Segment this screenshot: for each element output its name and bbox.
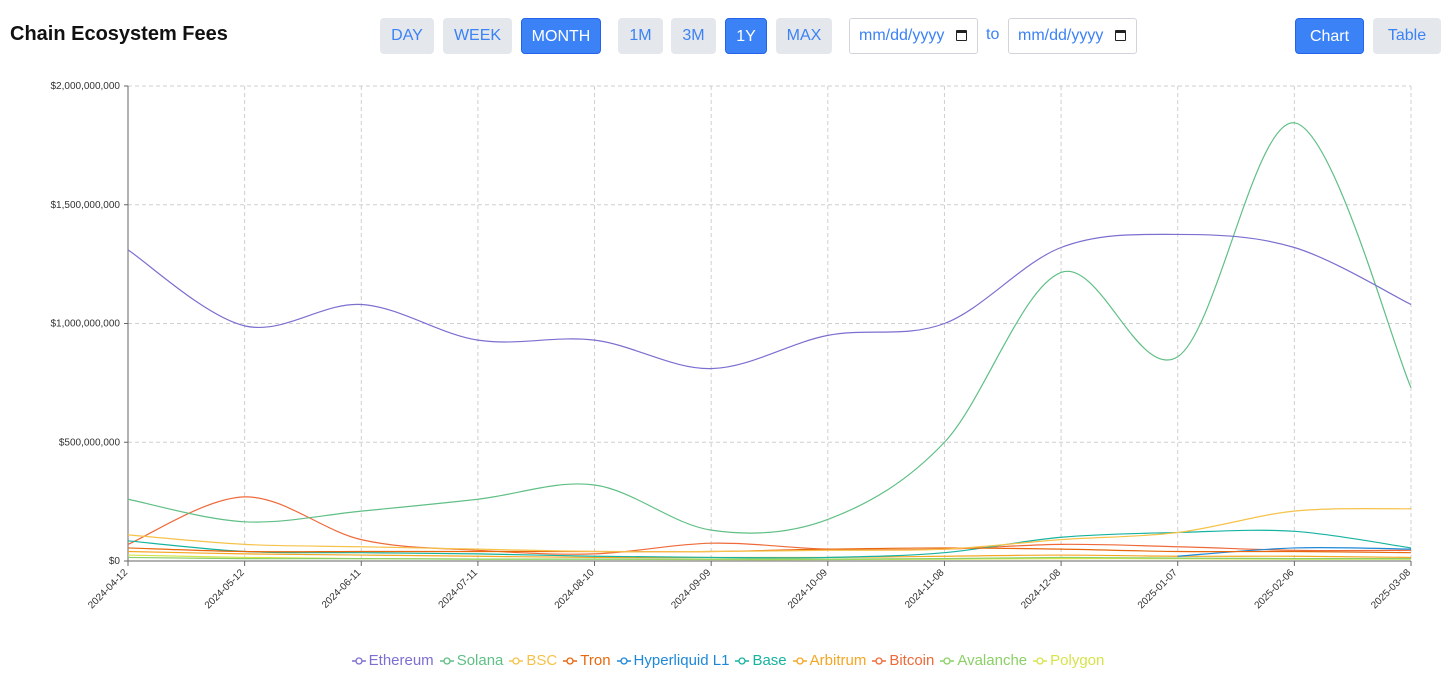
granularity-week-button[interactable]: WEEK (443, 18, 512, 54)
legend-item-hyperliquid-l1[interactable]: Hyperliquid L1 (616, 652, 730, 669)
legend-item-solana[interactable]: Solana (439, 652, 504, 669)
granularity-day-button[interactable]: DAY (380, 18, 434, 54)
series-line-avalanche (127, 556, 1412, 560)
x-tick-label: 2024-12-08 (1019, 567, 1063, 611)
series-line-bitcoin (127, 496, 1412, 555)
legend-label: Hyperliquid L1 (633, 652, 730, 669)
chart-view-button[interactable]: Chart (1295, 18, 1364, 54)
date-from-input[interactable]: mm/dd/yyyy (849, 18, 978, 54)
x-tick-label: 2024-05-12 (203, 567, 247, 611)
x-tick-label: 2024-04-12 (86, 567, 130, 611)
y-tick-label: $1,000,000,000 (50, 319, 120, 330)
legend-marker-icon (351, 657, 366, 665)
legend-item-bitcoin[interactable]: Bitcoin (872, 652, 934, 669)
legend-marker-icon (872, 657, 887, 665)
legend-marker-icon (735, 657, 750, 665)
legend-marker-icon (509, 657, 524, 665)
x-tick-label: 2024-08-10 (553, 567, 597, 611)
legend-label: Polygon (1050, 652, 1105, 669)
series-line-ethereum (127, 233, 1412, 370)
date-to-input[interactable]: mm/dd/yyyy (1008, 18, 1137, 54)
legend-item-avalanche[interactable]: Avalanche (940, 652, 1027, 669)
y-tick-label: $2,000,000,000 (50, 81, 120, 92)
legend-label: Avalanche (957, 652, 1028, 669)
legend-label: Solana (456, 652, 504, 669)
legend-marker-icon (439, 657, 454, 665)
legend-item-tron[interactable]: Tron (563, 652, 611, 669)
page-title: Chain Ecosystem Fees (10, 23, 228, 45)
x-tick-label: 2025-02-06 (1253, 567, 1297, 611)
calendar-icon[interactable] (1115, 30, 1126, 41)
x-tick-label: 2025-01-07 (1136, 567, 1180, 611)
x-tick-label: 2024-07-11 (437, 567, 481, 611)
chart-legend: Ethereum Solana BSC Tron Hyperliquid L1 Base A… (0, 652, 1456, 669)
legend-item-base[interactable]: Base (735, 652, 787, 669)
legend-marker-icon (616, 657, 631, 665)
x-tick-label: 2025-03-08 (1369, 567, 1413, 611)
legend-item-arbitrum[interactable]: Arbitrum (792, 652, 867, 669)
legend-label: Arbitrum (809, 652, 867, 669)
legend-label: Ethereum (368, 652, 434, 669)
legend-item-bsc[interactable]: BSC (509, 652, 557, 669)
legend-marker-icon (940, 657, 955, 665)
fees-line-chart: $0 $500,000,000 $1,000,000,000 $1,500,000,0… (50, 81, 1413, 611)
y-tick-label: $500,000,000 (59, 437, 121, 448)
legend-marker-icon (792, 657, 807, 665)
x-tick-label: 2024-11-08 (903, 567, 947, 611)
range-1m-button[interactable]: 1M (618, 18, 663, 54)
table-view-button[interactable]: Table (1373, 18, 1441, 54)
x-tick-label: 2024-06-11 (320, 567, 364, 611)
series-line-base (127, 529, 1412, 559)
range-max-button[interactable]: MAX (776, 18, 832, 54)
date-separator: to (986, 26, 1000, 43)
legend-marker-icon (563, 657, 578, 665)
legend-label: Tron (580, 652, 611, 669)
series-line-hyperliquid-l1 (1177, 546, 1412, 557)
legend-label: Bitcoin (889, 652, 935, 669)
series-line-bsc (127, 507, 1412, 553)
legend-item-polygon[interactable]: Polygon (1033, 652, 1104, 669)
legend-item-ethereum[interactable]: Ethereum (351, 652, 434, 669)
y-tick-label: $0 (109, 556, 121, 567)
date-to-placeholder: mm/dd/yyyy (1018, 27, 1104, 44)
range-1y-button[interactable]: 1Y (725, 18, 767, 54)
y-tick-label: $1,500,000,000 (50, 200, 120, 211)
legend-label: BSC (526, 652, 558, 669)
range-3m-button[interactable]: 3M (671, 18, 716, 54)
x-tick-label: 2024-09-09 (669, 567, 713, 611)
date-from-placeholder: mm/dd/yyyy (859, 27, 945, 44)
granularity-month-button[interactable]: MONTH (521, 18, 601, 54)
legend-label: Base (752, 652, 787, 669)
calendar-icon[interactable] (956, 30, 967, 41)
x-tick-label: 2024-10-09 (786, 567, 830, 611)
legend-marker-icon (1033, 657, 1048, 665)
series-line-solana (127, 122, 1412, 534)
